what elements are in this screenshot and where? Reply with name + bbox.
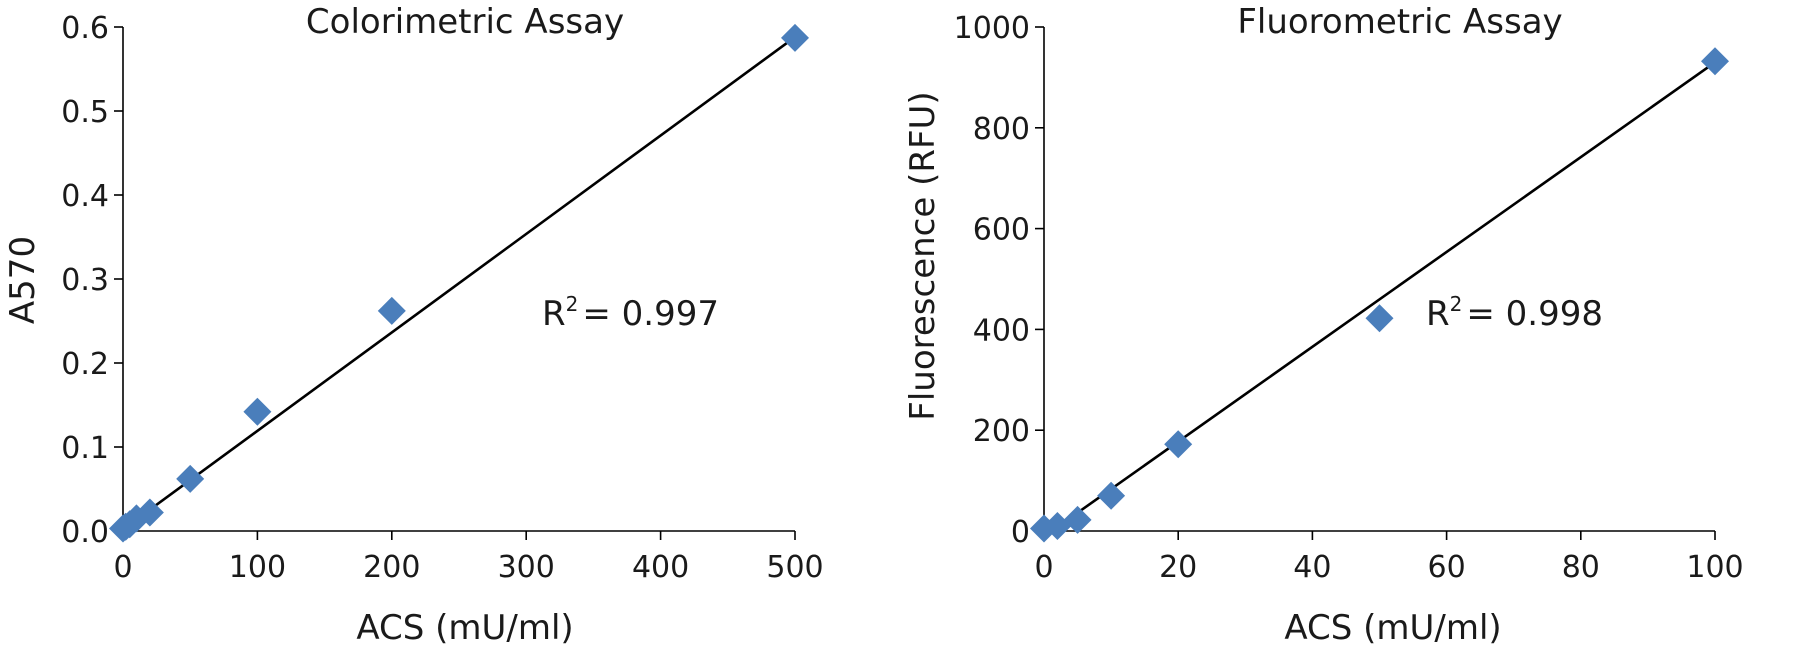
data-point: [243, 397, 272, 426]
r-squared-annotation: R2 = 0.997: [542, 292, 719, 334]
x-tick-label: 100: [1686, 550, 1743, 585]
y-tick-label: 0.4: [61, 179, 109, 214]
y-tick-label: 800: [973, 112, 1030, 147]
x-axis-title: ACS (mU/ml): [356, 608, 573, 648]
r-squared-value: = 0.998: [1466, 294, 1603, 334]
y-tick-label: 0.6: [61, 11, 109, 46]
chart-title: Fluorometric Assay: [1237, 2, 1562, 42]
data-point: [1097, 481, 1126, 510]
chart-fluorometric: 0 200 400 600 800 1000 0 20 40 60 80 100 Fluorometri…: [903, 2, 1744, 648]
data-point: [1164, 430, 1193, 459]
data-point: [1365, 304, 1394, 333]
x-tick-label: 100: [229, 550, 286, 585]
trend-line: [1056, 61, 1716, 529]
y-axis-title: A570: [3, 236, 43, 324]
y-tick-label: 0: [1011, 515, 1030, 550]
chart-title: Colorimetric Assay: [306, 2, 624, 42]
r-squared-annotation: R2 = 0.998: [1426, 292, 1603, 334]
data-point: [1043, 511, 1072, 540]
data-point: [122, 504, 151, 533]
chart-colorimetric: 0.0 0.1 0.2 0.3 0.4 0.5 0.6 0 100 200 300 400 500 Col…: [3, 2, 824, 648]
y-tick-label: 0.1: [61, 431, 109, 466]
data-point: [1063, 505, 1092, 534]
x-axis-title: ACS (mU/ml): [1284, 608, 1501, 648]
y-tick-label: 0.2: [61, 347, 109, 382]
y-axis-title: Fluorescence (RFU): [903, 91, 943, 420]
x-tick-label: 20: [1159, 550, 1197, 585]
r-squared-symbol: R: [542, 294, 566, 334]
x-tick-label: 60: [1428, 550, 1466, 585]
r-squared-value: = 0.997: [582, 294, 719, 334]
x-tick-label: 300: [498, 550, 555, 585]
y-tick-label: 0.0: [61, 515, 109, 550]
data-point: [1701, 47, 1729, 76]
r-squared-superscript: 2: [566, 292, 579, 316]
y-tick-label: 400: [973, 313, 1030, 348]
trend-line: [122, 36, 796, 531]
y-tick-label: 0.3: [61, 263, 109, 298]
data-point: [176, 464, 205, 493]
data-point: [377, 296, 406, 325]
x-tick-label: 400: [632, 550, 689, 585]
x-tick-label: 80: [1562, 550, 1600, 585]
x-tick-label: 500: [766, 550, 823, 585]
r-squared-symbol: R: [1426, 294, 1450, 334]
x-tick-label: 0: [1034, 550, 1053, 585]
r-squared-superscript: 2: [1450, 292, 1463, 316]
x-tick-label: 200: [363, 550, 420, 585]
data-point: [781, 23, 809, 52]
y-tick-label: 600: [973, 213, 1030, 248]
data-point: [135, 498, 164, 527]
y-tick-label: 1000: [954, 11, 1030, 46]
y-tick-label: 0.5: [61, 95, 109, 130]
x-tick-label: 0: [113, 550, 132, 585]
y-tick-label: 200: [973, 414, 1030, 449]
x-tick-label: 40: [1293, 550, 1331, 585]
